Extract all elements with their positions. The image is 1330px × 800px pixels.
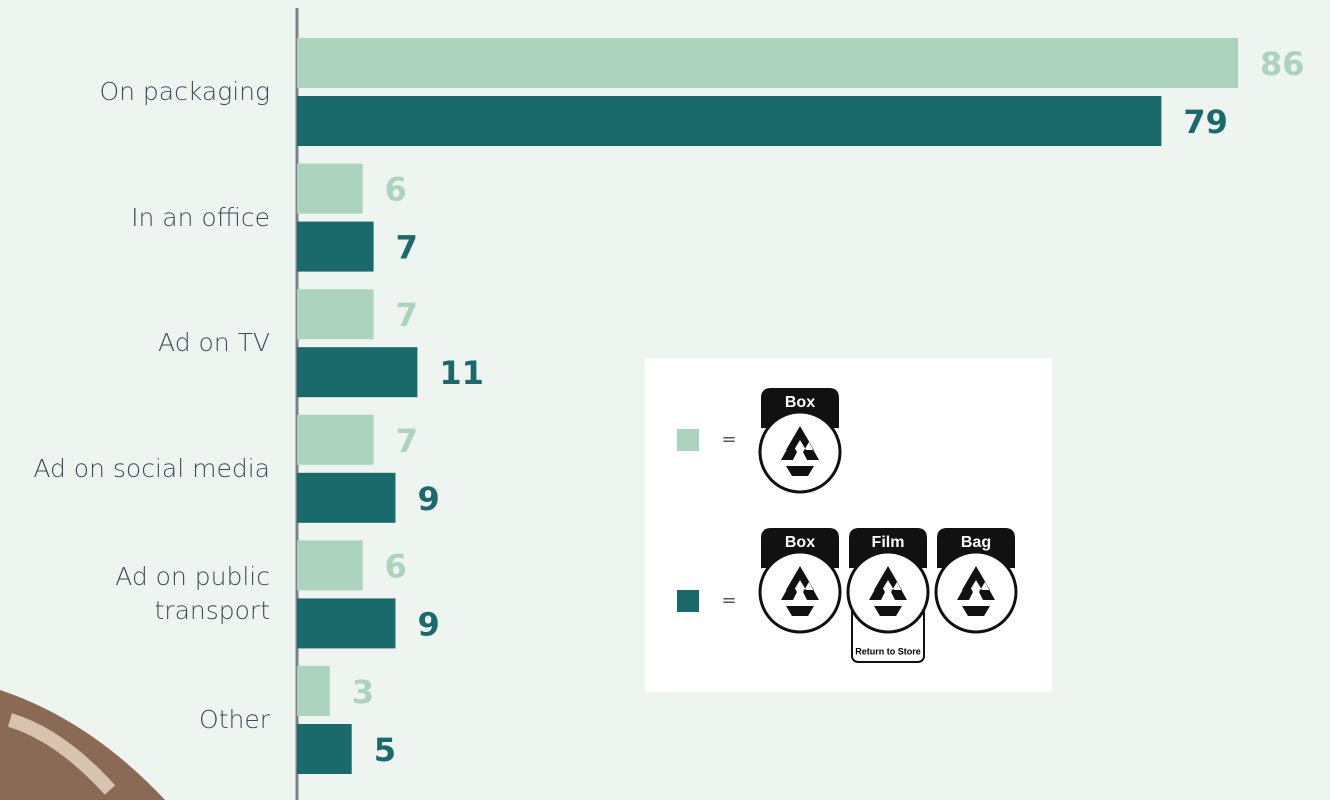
- icon-label: Box: [785, 394, 815, 411]
- value-label: 7: [396, 422, 418, 460]
- bar: [297, 96, 1161, 146]
- legend-icon: Film Return to Store: [848, 528, 928, 662]
- legend-box: [645, 358, 1052, 692]
- legend-icon: Box: [760, 528, 840, 632]
- icon-circle: [848, 552, 928, 632]
- value-label: 9: [417, 605, 439, 643]
- value-label: 6: [385, 547, 407, 585]
- category-label: Ad on public transport: [20, 560, 270, 628]
- icon-label: Box: [785, 534, 815, 551]
- category-label: Ad on TV: [20, 326, 270, 360]
- icon-label: Bag: [961, 534, 991, 551]
- legend-swatch: [677, 429, 699, 451]
- value-label: 79: [1183, 103, 1228, 141]
- bar: [297, 222, 374, 272]
- icon-circle: [760, 552, 840, 632]
- chart: 867967711796935=Box=BoxFilmReturn to Sto…: [0, 0, 1330, 800]
- icon-note: Return to Store: [855, 646, 921, 656]
- icon-circle: [936, 552, 1016, 632]
- value-label: 6: [385, 171, 407, 209]
- bar: [297, 347, 417, 397]
- legend-icon: Bag: [936, 528, 1016, 632]
- value-label: 5: [374, 731, 396, 769]
- bar: [297, 724, 352, 774]
- legend-equals: =: [721, 590, 736, 611]
- category-label: In an office: [20, 201, 270, 235]
- value-label: 86: [1260, 45, 1305, 83]
- bar: [297, 415, 374, 465]
- icon-circle: [760, 412, 840, 492]
- value-label: 7: [396, 296, 418, 334]
- legend-icon: Box: [760, 388, 840, 492]
- bar: [297, 540, 363, 590]
- bar: [297, 473, 395, 523]
- page: {"chart_data": {"type": "hbar", "categor…: [0, 0, 1330, 800]
- icon-label: Film: [872, 534, 905, 551]
- bar: [297, 598, 395, 648]
- bar: [297, 164, 363, 214]
- category-label: Ad on social media: [20, 452, 270, 486]
- legend-equals: =: [721, 429, 736, 450]
- value-label: 3: [352, 673, 374, 711]
- value-label: 11: [439, 354, 484, 392]
- category-label: Other: [20, 703, 270, 737]
- bar: [297, 666, 330, 716]
- bar: [297, 289, 374, 339]
- legend-swatch: [677, 590, 699, 612]
- bar: [297, 38, 1238, 88]
- value-label: 7: [396, 229, 418, 267]
- value-label: 9: [417, 480, 439, 518]
- category-label: On packaging: [20, 75, 270, 109]
